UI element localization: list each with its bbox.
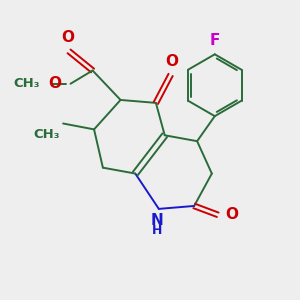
Text: H: H xyxy=(152,224,163,237)
Text: O: O xyxy=(225,207,238,222)
Text: O: O xyxy=(48,76,61,91)
Text: CH₃: CH₃ xyxy=(13,77,40,90)
Text: O: O xyxy=(166,54,178,69)
Text: O: O xyxy=(61,31,74,46)
Text: CH₃: CH₃ xyxy=(33,128,60,141)
Text: N: N xyxy=(151,213,164,228)
Text: F: F xyxy=(210,33,220,48)
